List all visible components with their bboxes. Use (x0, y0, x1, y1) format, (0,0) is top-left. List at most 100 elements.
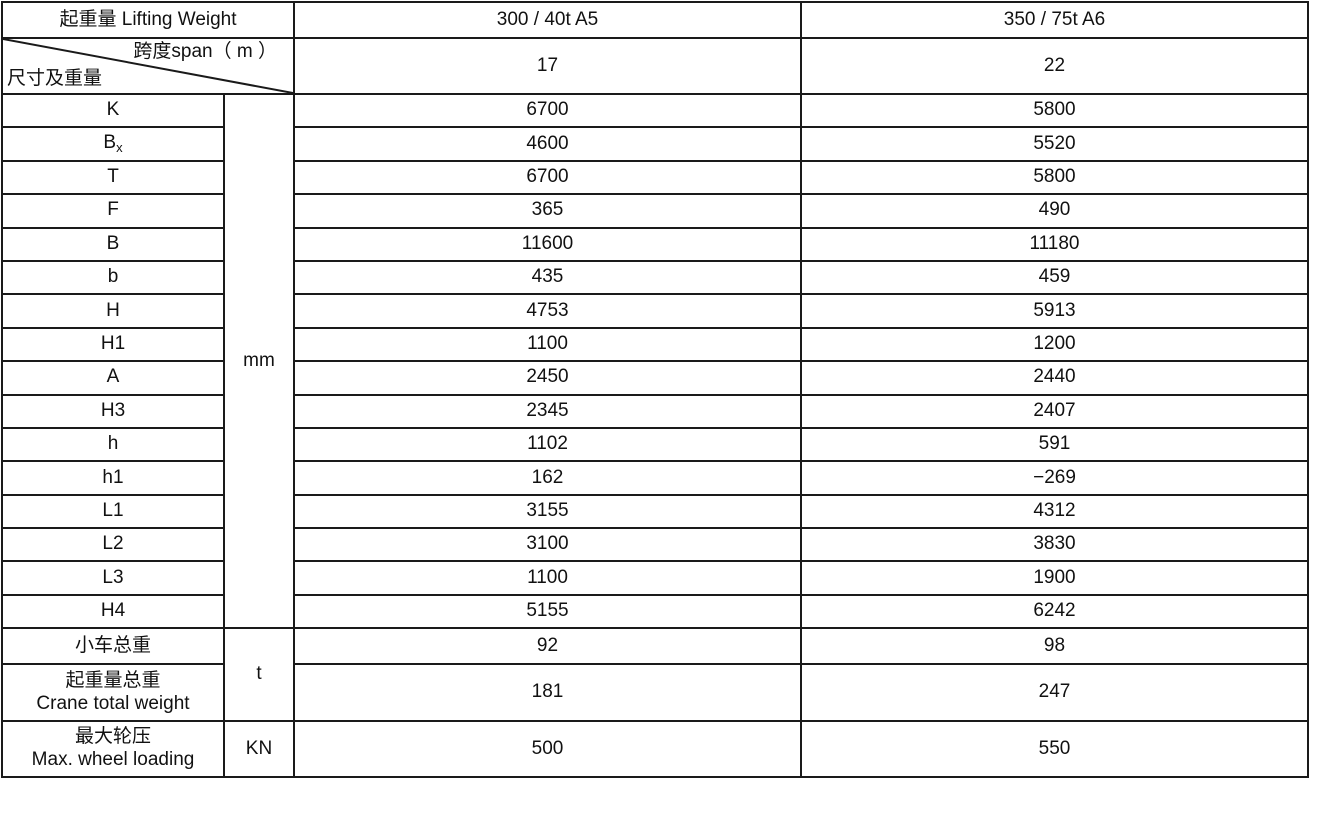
table-row: H 4753 5913 (1, 293, 1309, 329)
span-row: 跨度span（ m ） 尺寸及重量 17 22 (1, 37, 1309, 95)
crane-weight-row: 起重量总重 Crane total weight 181 247 (1, 663, 1309, 723)
value-cell: 5913 (800, 293, 1309, 329)
value-cell: 490 (800, 193, 1309, 229)
dimension-weight-label: 尺寸及重量 (7, 68, 103, 90)
dimension-symbol: K (106, 99, 120, 121)
table-row: Bx 4600 5520 (1, 126, 1309, 162)
table-row: A 2450 2440 (1, 360, 1309, 396)
value-cell: 2440 (800, 360, 1309, 396)
dimension-symbol: h (107, 433, 119, 455)
table-row: L3 1100 1900 (1, 560, 1309, 596)
trolley-weight-row: 小车总重 t 92 98 (1, 627, 1309, 723)
dimension-symbol: H (106, 299, 120, 321)
dimension-label: L2 (1, 527, 225, 563)
span-value: 22 (800, 37, 1309, 95)
value-cell: 4753 (293, 293, 802, 329)
table-row: L1 3155 4312 (1, 493, 1309, 530)
value-cell: 3100 (293, 527, 802, 563)
column-header: 350 / 75t A6 (800, 1, 1309, 39)
value-cell: 247 (800, 663, 1309, 723)
diagonal-divider (3, 39, 293, 93)
value-cell: 11600 (293, 226, 802, 262)
dimension-symbol: H3 (100, 399, 126, 421)
dimension-label: K (1, 92, 225, 129)
dimension-symbol: b (107, 266, 119, 288)
row-label: 小车总重 (1, 627, 225, 666)
table-row: H3 2345 2407 (1, 393, 1309, 429)
value-cell: 459 (800, 259, 1309, 296)
unit-cell: KN (223, 720, 295, 779)
dimension-label: A (1, 360, 225, 396)
row-label-line: 最大轮压 (74, 726, 151, 748)
value-cell: 6700 (293, 92, 802, 129)
table-row: h 1102 591 (1, 426, 1309, 463)
dimension-label: h (1, 426, 225, 463)
value-cell: 365 (293, 193, 802, 229)
value-cell: 4600 (293, 126, 802, 162)
value-cell: 5800 (800, 159, 1309, 196)
dimension-label: H (1, 293, 225, 329)
dimension-symbol: L2 (102, 533, 124, 555)
table-row: h1 162 −269 (1, 460, 1309, 496)
dimension-label: L1 (1, 493, 225, 530)
value-cell: 550 (800, 720, 1309, 779)
dimension-symbol: B (106, 232, 120, 254)
dimension-label: T (1, 159, 225, 196)
dimension-symbol: T (107, 166, 119, 188)
diagonal-header-cell: 跨度span（ m ） 尺寸及重量 (1, 37, 295, 95)
lifting-weight-header: 起重量 Lifting Weight (1, 1, 295, 39)
value-cell: 3830 (800, 527, 1309, 563)
table-row: L2 3100 3830 (1, 527, 1309, 563)
dimension-symbol: h1 (102, 466, 124, 488)
row-label-line: Crane total weight (36, 692, 190, 714)
dimension-label: L3 (1, 560, 225, 596)
dimension-label: h1 (1, 460, 225, 496)
table-row: H4 5155 6242 (1, 593, 1309, 630)
dimension-label: H4 (1, 593, 225, 630)
dimension-symbol: H4 (100, 600, 126, 622)
table-row: T 6700 5800 (1, 159, 1309, 196)
value-cell: −269 (800, 460, 1309, 496)
value-cell: 92 (293, 627, 802, 666)
table-row: F 365 490 (1, 193, 1309, 229)
value-cell: 5800 (800, 92, 1309, 129)
value-cell: 5155 (293, 593, 802, 630)
dimension-symbol: L1 (102, 499, 124, 521)
table-row: H1 1100 1200 (1, 326, 1309, 363)
row-label-line: 起重量总重 (65, 669, 161, 691)
value-cell: 3155 (293, 493, 802, 530)
value-cell: 1100 (293, 560, 802, 596)
dimension-symbol: F (107, 199, 119, 221)
value-cell: 6242 (800, 593, 1309, 630)
value-cell: 4312 (800, 493, 1309, 530)
header-row: 起重量 Lifting Weight 300 / 40t A5 350 / 75… (1, 1, 1309, 39)
span-label: 跨度span（ m ） (133, 41, 277, 62)
value-cell: 435 (293, 259, 802, 296)
crane-spec-table: 起重量 Lifting Weight 300 / 40t A5 350 / 75… (1, 1, 1309, 779)
unit-cell: mm (223, 92, 295, 630)
unit-cell: t (223, 627, 295, 723)
dimension-subscript: x (116, 140, 123, 156)
value-cell: 11180 (800, 226, 1309, 262)
row-label: 起重量总重 Crane total weight (1, 663, 225, 723)
span-value: 17 (293, 37, 802, 95)
value-cell: 2407 (800, 393, 1309, 429)
value-cell: 591 (800, 426, 1309, 463)
table-row: b 435 459 (1, 259, 1309, 296)
value-cell: 1100 (293, 326, 802, 363)
value-cell: 1900 (800, 560, 1309, 596)
value-cell: 6700 (293, 159, 802, 196)
dimension-symbol: B (103, 132, 117, 154)
row-label: 最大轮压 Max. wheel loading (1, 720, 225, 779)
dimension-symbol: H1 (100, 333, 126, 355)
table-row: B 11600 11180 (1, 226, 1309, 262)
value-cell: 5520 (800, 126, 1309, 162)
value-cell: 98 (800, 627, 1309, 666)
value-cell: 181 (293, 663, 802, 723)
dimension-label: H1 (1, 326, 225, 363)
dimension-symbol: L3 (102, 566, 124, 588)
dimension-label: F (1, 193, 225, 229)
value-cell: 2345 (293, 393, 802, 429)
dimension-label: Bx (1, 126, 225, 162)
